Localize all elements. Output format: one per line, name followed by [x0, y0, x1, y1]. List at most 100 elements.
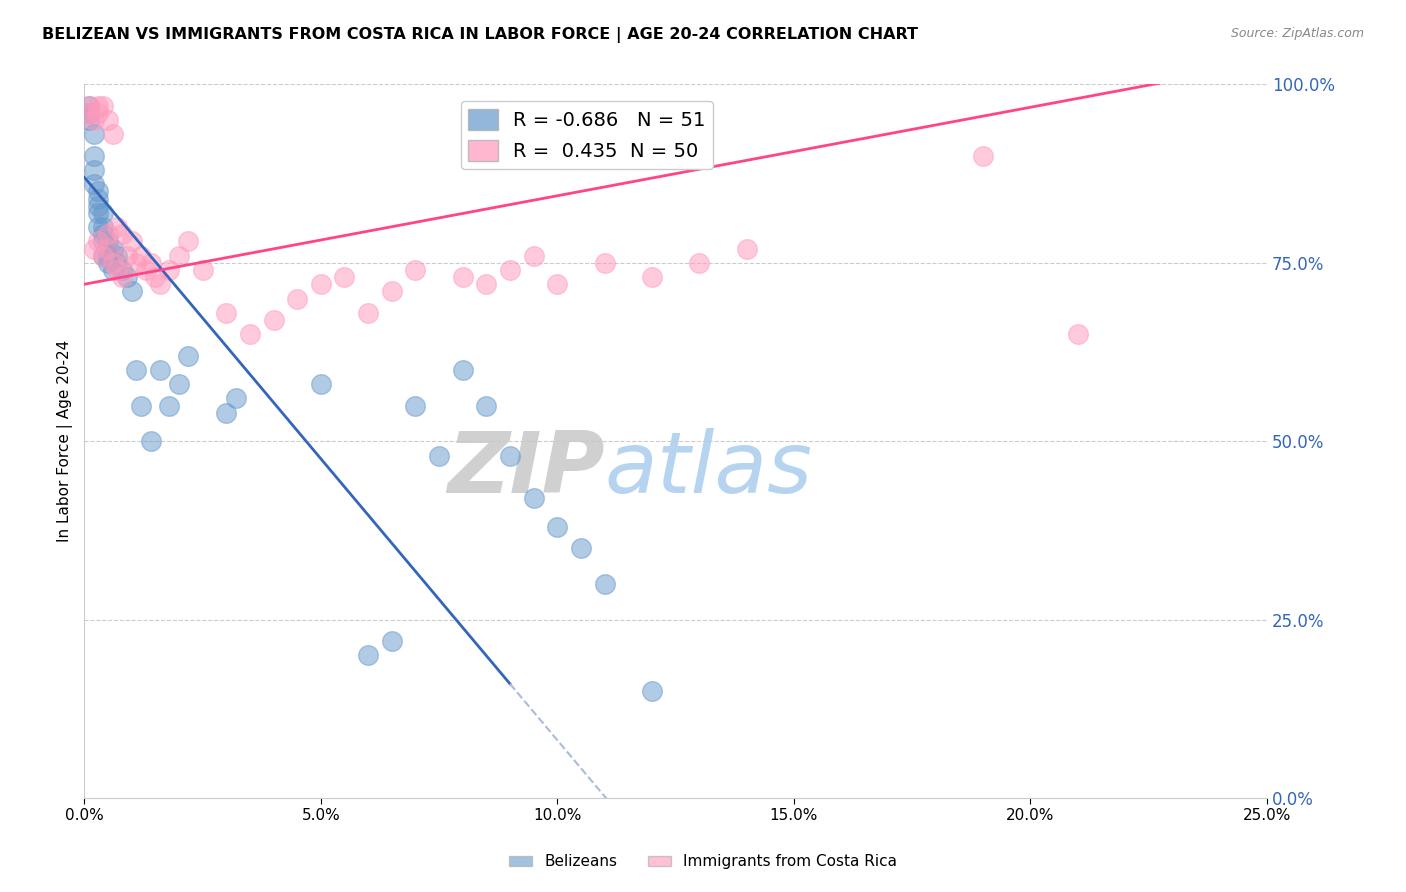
- Point: [475, 277, 498, 292]
- Point: [101, 263, 124, 277]
- Point: [83, 149, 105, 163]
- Text: atlas: atlas: [605, 428, 813, 511]
- Point: [149, 363, 172, 377]
- Point: [569, 541, 592, 556]
- Point: [97, 256, 120, 270]
- Point: [357, 648, 380, 663]
- Point: [125, 256, 148, 270]
- Point: [121, 235, 143, 249]
- Point: [404, 399, 426, 413]
- Point: [77, 99, 100, 113]
- Y-axis label: In Labor Force | Age 20-24: In Labor Force | Age 20-24: [58, 340, 73, 542]
- Point: [87, 106, 110, 120]
- Point: [97, 242, 120, 256]
- Point: [107, 220, 129, 235]
- Text: Source: ZipAtlas.com: Source: ZipAtlas.com: [1230, 27, 1364, 40]
- Point: [121, 285, 143, 299]
- Point: [735, 242, 758, 256]
- Point: [688, 256, 710, 270]
- Point: [97, 235, 120, 249]
- Point: [159, 399, 181, 413]
- Point: [97, 227, 120, 242]
- Point: [139, 434, 162, 449]
- Point: [215, 306, 238, 320]
- Point: [111, 227, 134, 242]
- Point: [143, 270, 166, 285]
- Point: [641, 684, 664, 698]
- Point: [475, 399, 498, 413]
- Point: [101, 256, 124, 270]
- Point: [107, 263, 129, 277]
- Point: [225, 392, 247, 406]
- Point: [83, 163, 105, 178]
- Point: [77, 113, 100, 128]
- Point: [77, 106, 100, 120]
- Point: [77, 106, 100, 120]
- Legend: R = -0.686   N = 51, R =  0.435  N = 50: R = -0.686 N = 51, R = 0.435 N = 50: [461, 102, 713, 169]
- Point: [263, 313, 285, 327]
- Point: [215, 406, 238, 420]
- Point: [404, 263, 426, 277]
- Point: [83, 128, 105, 142]
- Point: [239, 327, 262, 342]
- Point: [87, 235, 110, 249]
- Point: [1066, 327, 1088, 342]
- Point: [499, 449, 522, 463]
- Text: ZIP: ZIP: [447, 428, 605, 511]
- Point: [91, 249, 114, 263]
- Point: [115, 249, 138, 263]
- Point: [593, 256, 616, 270]
- Point: [97, 249, 120, 263]
- Point: [87, 185, 110, 199]
- Point: [357, 306, 380, 320]
- Point: [451, 363, 474, 377]
- Point: [159, 263, 181, 277]
- Point: [972, 149, 994, 163]
- Point: [593, 577, 616, 591]
- Point: [111, 263, 134, 277]
- Point: [87, 99, 110, 113]
- Point: [135, 263, 157, 277]
- Point: [451, 270, 474, 285]
- Point: [87, 206, 110, 220]
- Text: BELIZEAN VS IMMIGRANTS FROM COSTA RICA IN LABOR FORCE | AGE 20-24 CORRELATION CH: BELIZEAN VS IMMIGRANTS FROM COSTA RICA I…: [42, 27, 918, 43]
- Point: [83, 178, 105, 192]
- Point: [77, 99, 100, 113]
- Point: [139, 256, 162, 270]
- Point: [111, 270, 134, 285]
- Point: [107, 256, 129, 270]
- Point: [427, 449, 450, 463]
- Point: [129, 399, 152, 413]
- Point: [167, 377, 190, 392]
- Point: [97, 113, 120, 128]
- Point: [101, 128, 124, 142]
- Point: [149, 277, 172, 292]
- Point: [499, 263, 522, 277]
- Legend: Belizeans, Immigrants from Costa Rica: Belizeans, Immigrants from Costa Rica: [503, 848, 903, 875]
- Point: [129, 249, 152, 263]
- Point: [91, 249, 114, 263]
- Point: [91, 220, 114, 235]
- Point: [177, 235, 200, 249]
- Point: [125, 363, 148, 377]
- Point: [91, 206, 114, 220]
- Point: [107, 249, 129, 263]
- Point: [101, 256, 124, 270]
- Point: [333, 270, 356, 285]
- Point: [91, 235, 114, 249]
- Point: [167, 249, 190, 263]
- Point: [309, 377, 332, 392]
- Point: [115, 270, 138, 285]
- Point: [101, 242, 124, 256]
- Point: [97, 242, 120, 256]
- Point: [91, 99, 114, 113]
- Point: [191, 263, 214, 277]
- Point: [83, 242, 105, 256]
- Point: [523, 249, 546, 263]
- Point: [87, 199, 110, 213]
- Point: [87, 220, 110, 235]
- Point: [83, 113, 105, 128]
- Point: [285, 292, 308, 306]
- Point: [523, 491, 546, 506]
- Point: [177, 349, 200, 363]
